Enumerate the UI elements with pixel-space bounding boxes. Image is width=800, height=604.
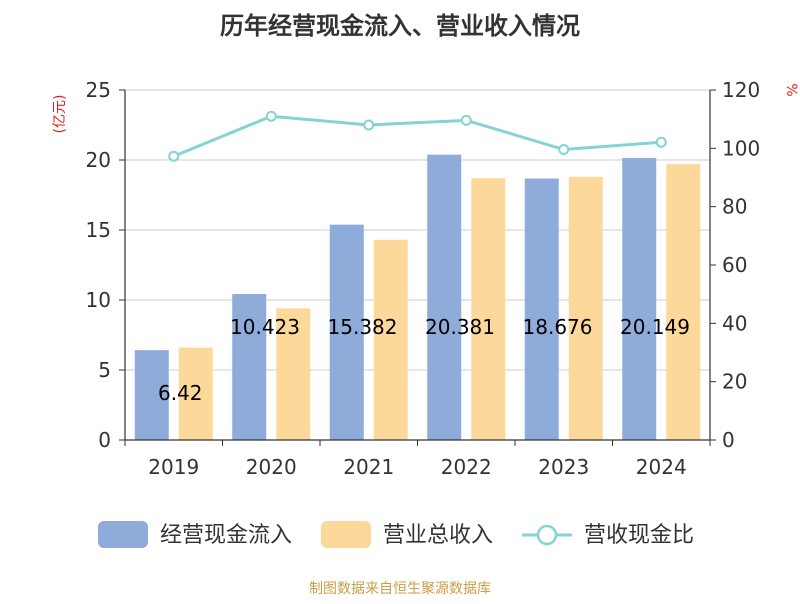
y-left-tick-label: 10 xyxy=(86,288,111,312)
x-tick-label: 2019 xyxy=(148,455,199,479)
bar-cash-inflow xyxy=(232,294,267,440)
bar-cash-inflow xyxy=(524,178,559,440)
bar-revenue xyxy=(568,176,603,441)
grid-lines xyxy=(125,89,710,371)
y-left-tick-label: 0 xyxy=(98,428,111,452)
y-right-tick-label: 80 xyxy=(722,195,747,219)
bar-revenue xyxy=(373,239,408,440)
axes: 0 5 10 15 20 25 0 20 40 60 80 100 120 2019 2020 2021 202… xyxy=(86,78,761,479)
y-left-tick-label: 5 xyxy=(98,358,111,382)
bar-cash-inflow xyxy=(427,154,462,440)
bar-revenue xyxy=(276,308,311,440)
footer-source: 制图数据来自恒生聚源数据库 xyxy=(309,581,491,597)
x-tick-label: 2024 xyxy=(636,455,687,479)
ratio-point xyxy=(460,114,472,126)
bar-revenue xyxy=(666,164,701,440)
legend-label: 营业总收入 xyxy=(383,523,493,548)
bar-revenue xyxy=(178,347,213,440)
bars xyxy=(134,154,701,441)
data-label: 15.382 xyxy=(328,315,398,339)
legend-label: 经营现金流入 xyxy=(160,523,292,548)
chart-title: 历年经营现金流入、营业收入情况 xyxy=(220,12,580,40)
legend: 经营现金流入 营业总收入 营收现金比 xyxy=(98,521,694,548)
data-label: 20.381 xyxy=(425,315,495,339)
bar-cash-inflow xyxy=(622,157,657,440)
y-right-tick-label: 120 xyxy=(722,78,760,102)
y-right-axis-label: % xyxy=(783,83,799,96)
ratio-point xyxy=(265,110,277,122)
x-tick-label: 2022 xyxy=(441,455,492,479)
ratio-line-path xyxy=(173,114,662,158)
y-left-axis-label: (亿元) xyxy=(52,95,68,134)
ratio-point xyxy=(558,144,570,155)
y-left-tick-label: 15 xyxy=(86,218,111,242)
legend-line-marker xyxy=(536,524,558,546)
data-label: 10.423 xyxy=(230,315,300,339)
y-right-tick-label: 20 xyxy=(722,370,747,394)
y-right-tick-label: 40 xyxy=(722,311,747,335)
ratio-point xyxy=(655,136,667,148)
bar-cash-inflow xyxy=(134,350,169,440)
data-label: 20.149 xyxy=(620,315,690,339)
x-tick-label: 2023 xyxy=(538,455,589,479)
y-left-tick-label: 25 xyxy=(86,78,111,102)
y-right-tick-label: 0 xyxy=(722,428,735,452)
data-label-group: 6.42 10.423 15.382 20.381 18.676 20.149 xyxy=(158,315,690,405)
legend-label: 营收现金比 xyxy=(584,523,694,548)
y-left-tick-label: 20 xyxy=(86,148,111,172)
ratio-point xyxy=(168,150,180,162)
ratio-line xyxy=(168,110,667,162)
data-label: 18.676 xyxy=(523,315,593,339)
data-label: 6.42 xyxy=(158,381,203,405)
ratio-point xyxy=(363,119,375,131)
y-right-tick-label: 60 xyxy=(722,253,747,277)
bar-cash-inflow xyxy=(329,224,364,440)
x-tick-label: 2020 xyxy=(246,455,297,479)
data-labels: 6.42 10.423 15.382 20.381 18.676 20.149 xyxy=(158,315,690,405)
legend-swatch xyxy=(321,521,371,548)
y-right-tick-label: 100 xyxy=(722,136,760,160)
legend-swatch xyxy=(98,521,148,548)
bar-revenue xyxy=(471,178,506,440)
x-tick-label: 2021 xyxy=(343,455,394,479)
